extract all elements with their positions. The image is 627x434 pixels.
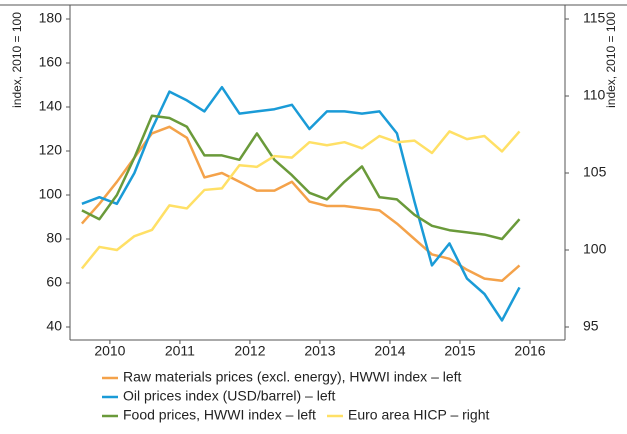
y2-tick-label: 110	[583, 87, 606, 103]
legend-label: Euro area HICP – right	[348, 407, 489, 423]
x-tick-label: 2014	[374, 343, 405, 359]
y2-tick-label: 95	[583, 318, 599, 334]
legend-label: Oil prices index (USD/barrel) – left	[123, 388, 336, 404]
x-tick-label: 2016	[514, 343, 545, 359]
legend-label: Food prices, HWWI index – left	[123, 407, 316, 423]
x-tick-label: 2012	[234, 343, 265, 359]
y-tick-label: 80	[46, 230, 62, 246]
y-tick-label: 100	[39, 186, 63, 202]
x-tick-label: 2013	[304, 343, 335, 359]
series-line	[81, 114, 521, 241]
x-tick-label: 2011	[165, 343, 195, 359]
series-line	[80, 130, 521, 270]
series-line	[80, 125, 521, 283]
y-tick-label: 160	[39, 54, 63, 70]
y2-tick-label: 100	[583, 241, 607, 257]
x-tick-label: 2015	[444, 343, 475, 359]
y2-tick-label: 115	[583, 10, 606, 26]
y-tick-label: 60	[46, 274, 62, 290]
y2-tick-label: 105	[583, 164, 607, 180]
legend-label: Raw materials prices (excl. energy), HWW…	[123, 369, 462, 385]
y-tick-label: 40	[46, 318, 62, 334]
y2-axis-label: index, 2010 = 100	[604, 12, 618, 108]
y-tick-label: 180	[39, 10, 63, 26]
y-tick-label: 120	[39, 142, 63, 158]
y-tick-label: 140	[39, 98, 63, 114]
x-tick-label: 2010	[94, 343, 125, 359]
y-axis-label: index, 2010 = 100	[10, 12, 24, 108]
series-line	[81, 85, 521, 322]
